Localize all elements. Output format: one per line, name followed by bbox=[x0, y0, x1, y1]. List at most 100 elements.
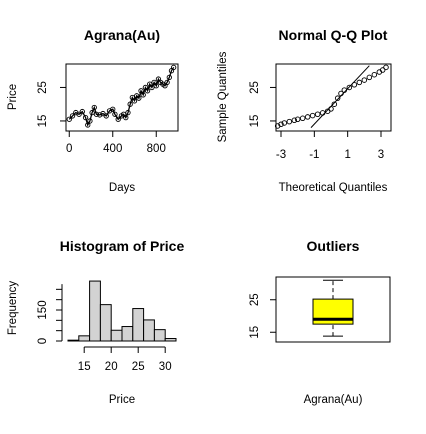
timeseries-point bbox=[123, 114, 129, 121]
timeseries-y-label: Price bbox=[7, 84, 19, 110]
qq-plot-frame bbox=[275, 63, 392, 132]
qq-point bbox=[294, 116, 301, 123]
timeseries-y-tick-label: 25 bbox=[37, 81, 49, 94]
boxplot-plot-frame bbox=[275, 276, 391, 343]
qq-point bbox=[278, 121, 284, 128]
histogram-x-tick-label: 15 bbox=[78, 361, 91, 373]
histogram-x-tick-label: 20 bbox=[105, 361, 118, 373]
timeseries-x-label: Days bbox=[109, 182, 135, 194]
qq-point bbox=[314, 111, 321, 117]
histogram-x-tick-label: 30 bbox=[159, 361, 172, 373]
timeseries-line bbox=[68, 66, 175, 127]
timeseries-point bbox=[76, 111, 82, 117]
qq-x-tick-label: 3 bbox=[378, 149, 384, 161]
qq-x-axis: -3 -1 1 3 bbox=[276, 131, 384, 161]
qq-point bbox=[383, 64, 389, 71]
timeseries-x-tick-label: 0 bbox=[66, 143, 72, 155]
qq-x-label: Theoretical Quantiles bbox=[279, 182, 388, 194]
timeseries-point bbox=[153, 83, 159, 89]
histogram-y-label: Frequency bbox=[7, 281, 19, 336]
histogram-bar bbox=[153, 329, 166, 342]
timeseries-point bbox=[110, 106, 116, 112]
qq-point bbox=[328, 106, 334, 112]
histogram-x-axis: 15 20 25 30 bbox=[78, 346, 172, 373]
panel-histogram: Histogram of Price 15 20 25 30 0 150 Price F… bbox=[7, 238, 184, 406]
timeseries-point bbox=[136, 95, 142, 101]
qq-point bbox=[371, 71, 378, 78]
qq-point bbox=[338, 90, 344, 97]
qq-y-tick-label: 25 bbox=[249, 81, 261, 94]
histogram-y-tick-label: 150 bbox=[37, 300, 49, 319]
timeseries-point bbox=[66, 116, 72, 122]
timeseries-point bbox=[149, 84, 155, 91]
timeseries-y-tick-label: 15 bbox=[37, 115, 49, 128]
qq-point bbox=[331, 101, 338, 107]
timeseries-point bbox=[140, 92, 146, 98]
histogram-bar bbox=[78, 335, 91, 342]
timeseries-point bbox=[171, 64, 177, 71]
boxplot-y-tick-label: 25 bbox=[249, 293, 261, 306]
timeseries-x-tick-label: 400 bbox=[103, 143, 122, 155]
timeseries-point bbox=[166, 74, 172, 81]
timeseries-point bbox=[144, 88, 151, 94]
timeseries-point bbox=[82, 114, 89, 121]
qq-x-tick-label: -1 bbox=[309, 149, 319, 161]
timeseries-point bbox=[112, 111, 118, 117]
timeseries-point bbox=[164, 79, 170, 86]
histogram-y-axis: 0 150 bbox=[37, 284, 63, 344]
timeseries-point bbox=[115, 116, 121, 122]
qq-point bbox=[341, 87, 348, 93]
timeseries-plot-frame bbox=[65, 63, 179, 132]
qq-point bbox=[379, 67, 386, 73]
boxplot-title: Outliers bbox=[307, 238, 360, 254]
histogram-y-tick-label: 0 bbox=[37, 338, 49, 344]
boxplot-marks bbox=[312, 279, 354, 337]
histogram-bars bbox=[67, 280, 177, 342]
qq-point bbox=[309, 112, 316, 119]
qq-point bbox=[346, 84, 353, 91]
qq-x-tick-label: 1 bbox=[344, 149, 350, 161]
qq-point bbox=[281, 120, 288, 126]
timeseries-marks bbox=[66, 64, 177, 128]
timeseries-point bbox=[127, 101, 133, 107]
qq-point bbox=[356, 79, 363, 86]
boxplot-x-label: Agrana(Au) bbox=[304, 394, 363, 406]
timeseries-point bbox=[131, 98, 138, 104]
timeseries-point bbox=[125, 109, 131, 116]
histogram-x-tick-label: 25 bbox=[132, 361, 145, 373]
timeseries-point bbox=[93, 111, 100, 117]
histogram-bar bbox=[132, 308, 145, 342]
timeseries-point bbox=[85, 122, 91, 128]
timeseries-x-axis: 0 400 800 bbox=[66, 131, 166, 155]
qq-point bbox=[366, 74, 373, 81]
qq-x-tick-label: -3 bbox=[276, 149, 286, 161]
qq-point bbox=[299, 115, 306, 122]
timeseries-point bbox=[97, 112, 103, 118]
timeseries-point bbox=[89, 109, 95, 116]
qq-marks bbox=[274, 64, 389, 129]
histogram-bar bbox=[99, 304, 112, 342]
histogram-bar bbox=[110, 329, 123, 342]
timeseries-point bbox=[87, 118, 93, 124]
histogram-bar bbox=[121, 326, 134, 342]
qq-y-tick-label: 15 bbox=[249, 115, 261, 128]
timeseries-point bbox=[69, 113, 76, 119]
qq-y-label: Sample Quantiles bbox=[217, 51, 229, 142]
qq-point bbox=[286, 118, 293, 125]
histogram-bar bbox=[143, 319, 155, 342]
histogram-bar bbox=[89, 280, 101, 342]
histogram-x-label: Price bbox=[109, 394, 135, 406]
qq-point bbox=[334, 95, 341, 101]
timeseries-point bbox=[103, 113, 109, 119]
timeseries-title: Agrana(Au) bbox=[84, 27, 160, 43]
timeseries-point bbox=[91, 104, 97, 111]
timeseries-x-tick-label: 800 bbox=[147, 143, 166, 155]
boxplot-y-tick-label: 15 bbox=[249, 326, 261, 339]
histogram-title: Histogram of Price bbox=[60, 238, 185, 254]
